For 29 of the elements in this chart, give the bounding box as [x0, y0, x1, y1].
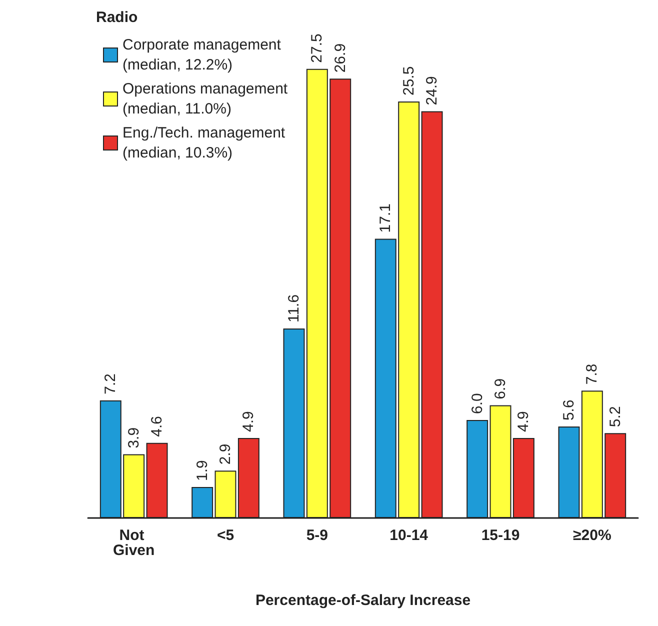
legend-label: Operations management (median, 11.0%) [122, 80, 288, 118]
data-label: 6.0 [468, 393, 486, 414]
data-label: 3.9 [125, 427, 142, 448]
data-label: 11.6 [285, 294, 302, 323]
data-label: 2.9 [217, 444, 234, 465]
data-label: 26.9 [332, 43, 349, 73]
x-tick-label: 15-19 [481, 527, 520, 544]
data-label: 5.2 [606, 406, 624, 428]
legend-title: Radio [96, 9, 138, 26]
data-label: 4.9 [515, 411, 532, 432]
data-label: 7.8 [584, 364, 601, 385]
data-label: 5.6 [560, 400, 578, 421]
data-label: 25.5 [400, 66, 418, 96]
legend-label: Corporate management (median, 12.2%) [122, 36, 282, 74]
data-label: 4.6 [148, 416, 166, 437]
data-label: 6.9 [492, 378, 509, 400]
x-tick-label: 5-9 [306, 527, 328, 544]
x-axis-title: Percentage-of-Salary Increase [255, 592, 471, 609]
data-label: 1.9 [194, 460, 211, 481]
data-label: 7.2 [102, 374, 120, 394]
data-label: 17.1 [377, 203, 394, 233]
x-tick-label: ≥20% [573, 527, 612, 544]
data-label: 27.5 [308, 34, 326, 63]
data-label: 4.9 [240, 411, 258, 432]
data-label: 24.9 [424, 76, 441, 106]
legend-label: Eng./Tech. management (median, 10.3%) [122, 124, 286, 162]
x-tick-label: 10-14 [390, 527, 429, 544]
x-tick-label: Not Given [112, 527, 155, 559]
x-tick-label: <5 [216, 527, 234, 544]
